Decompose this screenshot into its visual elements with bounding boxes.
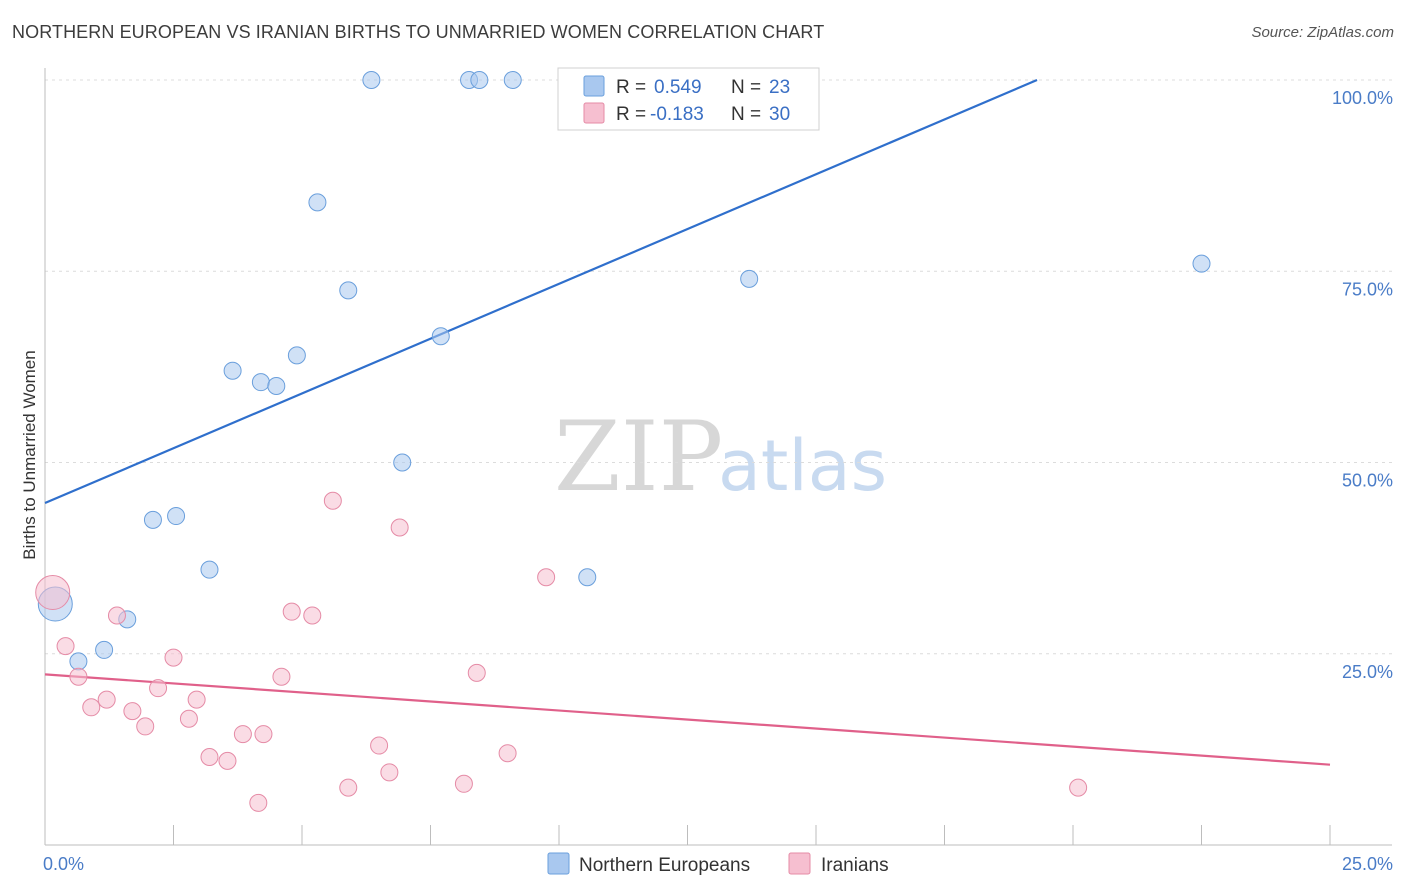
point-northern-europeans [69, 652, 88, 671]
point-iranians [149, 679, 168, 698]
point-iranians [454, 774, 473, 793]
point-northern-europeans [503, 71, 522, 89]
point-iranians [179, 709, 198, 728]
legend-n-value-1: 23 [769, 77, 790, 98]
point-iranians [339, 778, 358, 797]
point-iranians [164, 648, 183, 667]
point-iranians [537, 568, 556, 587]
point-northern-europeans [740, 269, 759, 288]
point-iranians [282, 602, 301, 621]
bottom-legend-label-iranians: Iranians [821, 855, 889, 876]
y-tick-label: 50.0% [1342, 471, 1393, 491]
bottom-legend-swatch-northern-europeans [547, 852, 570, 875]
y-tick-label: 100.0% [1332, 88, 1393, 108]
trend-line-iranians [44, 673, 1331, 766]
point-iranians [187, 690, 206, 709]
point-northern-europeans [251, 373, 270, 392]
point-iranians [123, 702, 142, 721]
bottom-legend-label-northern-europeans: Northern Europeans [579, 855, 750, 876]
point-northern-europeans [339, 281, 358, 300]
point-northern-europeans [200, 560, 219, 579]
point-iranians [107, 606, 126, 625]
point-northern-europeans [143, 510, 162, 529]
watermark-atlas: atlas [718, 425, 887, 507]
point-northern-europeans [1192, 254, 1211, 273]
point-northern-europeans [431, 327, 450, 346]
series-legend: Northern Europeans Iranians [547, 852, 889, 876]
point-northern-europeans [267, 377, 286, 395]
y-axis-label: Births to Unmarried Women [20, 350, 39, 559]
legend-r-value-2: -0.183 [650, 104, 704, 125]
point-iranians [323, 491, 342, 510]
gridlines [45, 79, 1392, 655]
point-iranians [233, 725, 252, 744]
point-northern-europeans [393, 453, 412, 472]
point-iranians [249, 793, 268, 812]
point-northern-europeans [578, 568, 597, 587]
point-iranians [82, 698, 101, 717]
point-iranians [254, 725, 273, 744]
x-tick-label: 25.0% [1342, 854, 1393, 874]
point-iranians [467, 663, 486, 682]
point-northern-europeans [362, 71, 381, 89]
stats-legend: R = 0.549 N = 23 R = -0.183 N = 30 [557, 67, 820, 131]
point-iranians [97, 690, 116, 709]
point-northern-europeans [308, 193, 327, 212]
legend-n-label-1: N = [731, 77, 761, 98]
trend-lines [44, 78, 1331, 766]
point-iranians [380, 763, 399, 782]
legend-n-value-2: 30 [769, 104, 790, 125]
point-iranians [498, 744, 517, 763]
watermark-zip: ZIP [554, 401, 723, 513]
watermark: ZIP atlas [554, 401, 887, 513]
bottom-legend-swatch-iranians [788, 852, 811, 875]
y-tick-label: 25.0% [1342, 662, 1393, 682]
source-credit: Source: ZipAtlas.com [1251, 24, 1394, 41]
axes [44, 68, 1392, 846]
legend-r-label-2: R = [616, 104, 646, 125]
legend-swatch-iranians [583, 102, 605, 124]
point-iranians [1069, 778, 1088, 797]
point-iranians [303, 606, 322, 625]
point-iranians [272, 667, 291, 686]
point-northern-europeans [287, 346, 306, 365]
point-iranians [56, 637, 75, 656]
legend-n-label-2: N = [731, 104, 761, 125]
x-tick-label: 0.0% [43, 854, 84, 874]
point-northern-europeans [167, 507, 186, 526]
point-northern-europeans [95, 640, 114, 659]
point-northern-europeans [470, 71, 489, 89]
legend-r-label-1: R = [616, 77, 646, 98]
point-iranians [218, 751, 237, 770]
legend-r-value-1: 0.549 [654, 77, 702, 98]
legend-swatch-northern-europeans [583, 75, 605, 97]
point-iranians [370, 736, 389, 755]
point-iranians [136, 717, 155, 736]
data-points [35, 71, 1211, 812]
point-northern-europeans [223, 361, 242, 380]
trend-line-northern-europeans [44, 78, 1038, 505]
point-iranians [69, 667, 88, 686]
point-iranians [35, 575, 71, 611]
chart-title: NORTHERN EUROPEAN VS IRANIAN BIRTHS TO U… [12, 22, 825, 42]
y-tick-label: 75.0% [1342, 279, 1393, 299]
tick-labels: 100.0% 75.0% 50.0% 25.0% 0.0% 25.0% [43, 88, 1393, 874]
point-iranians [390, 518, 409, 537]
point-iranians [200, 748, 219, 767]
